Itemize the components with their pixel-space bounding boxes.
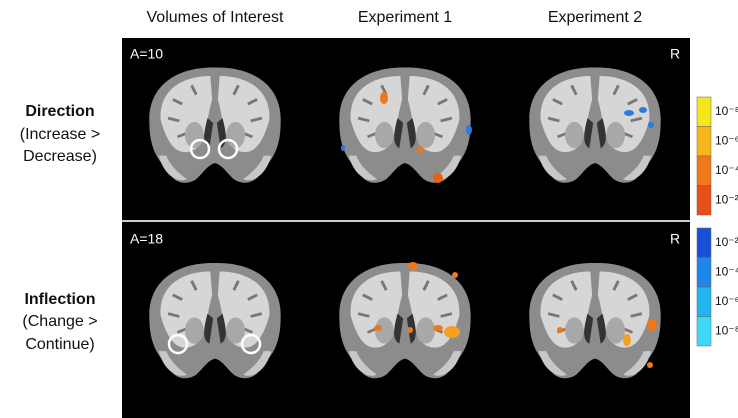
colorbar-label: 10⁻² [715, 192, 738, 206]
colorbar-segment [697, 228, 711, 258]
colorbar-label: 10⁻⁶ [715, 294, 738, 308]
colorbar-label: 10⁻⁴ [715, 163, 738, 177]
row-subtitle: (Change > [22, 313, 97, 330]
colorbar-segment [697, 156, 711, 186]
row-title: Direction [25, 103, 94, 120]
colorbar-segment [697, 97, 711, 127]
colorbar-label: 10⁻² [715, 235, 738, 249]
column-header: Experiment 1 [358, 9, 452, 26]
slice-label: A=18 [130, 231, 163, 247]
slice-label: A=10 [130, 46, 163, 62]
figure-svg: Volumes of Interest Experiment 1 Experim… [0, 0, 738, 418]
row-subtitle: (Increase > [20, 126, 100, 143]
row-title: Inflection [24, 291, 95, 308]
row-subtitle: Decrease) [23, 148, 97, 165]
colorbars: 10⁻⁸ 10⁻⁶ 10⁻⁴ 10⁻² 10⁻² 10⁻⁴ 10⁻⁶ 10⁻⁸ [697, 97, 738, 346]
colorbar-segment [697, 287, 711, 317]
colorbar-label: 10⁻⁶ [715, 133, 738, 147]
colorbar-segment [697, 317, 711, 347]
colorbar-segment [697, 258, 711, 288]
colorbar-label: 10⁻⁸ [715, 104, 738, 118]
figure: Volumes of Interest Experiment 1 Experim… [0, 0, 738, 418]
row-subtitle: Continue) [25, 336, 94, 353]
column-header: Experiment 2 [548, 9, 642, 26]
orientation-label: R [670, 46, 680, 62]
colorbar-label: 10⁻⁴ [715, 264, 738, 278]
colorbar-label: 10⁻⁸ [715, 323, 738, 337]
colorbar-segment [697, 186, 711, 216]
orientation-label: R [670, 231, 680, 247]
colorbar-segment [697, 127, 711, 157]
column-header: Volumes of Interest [147, 9, 285, 26]
